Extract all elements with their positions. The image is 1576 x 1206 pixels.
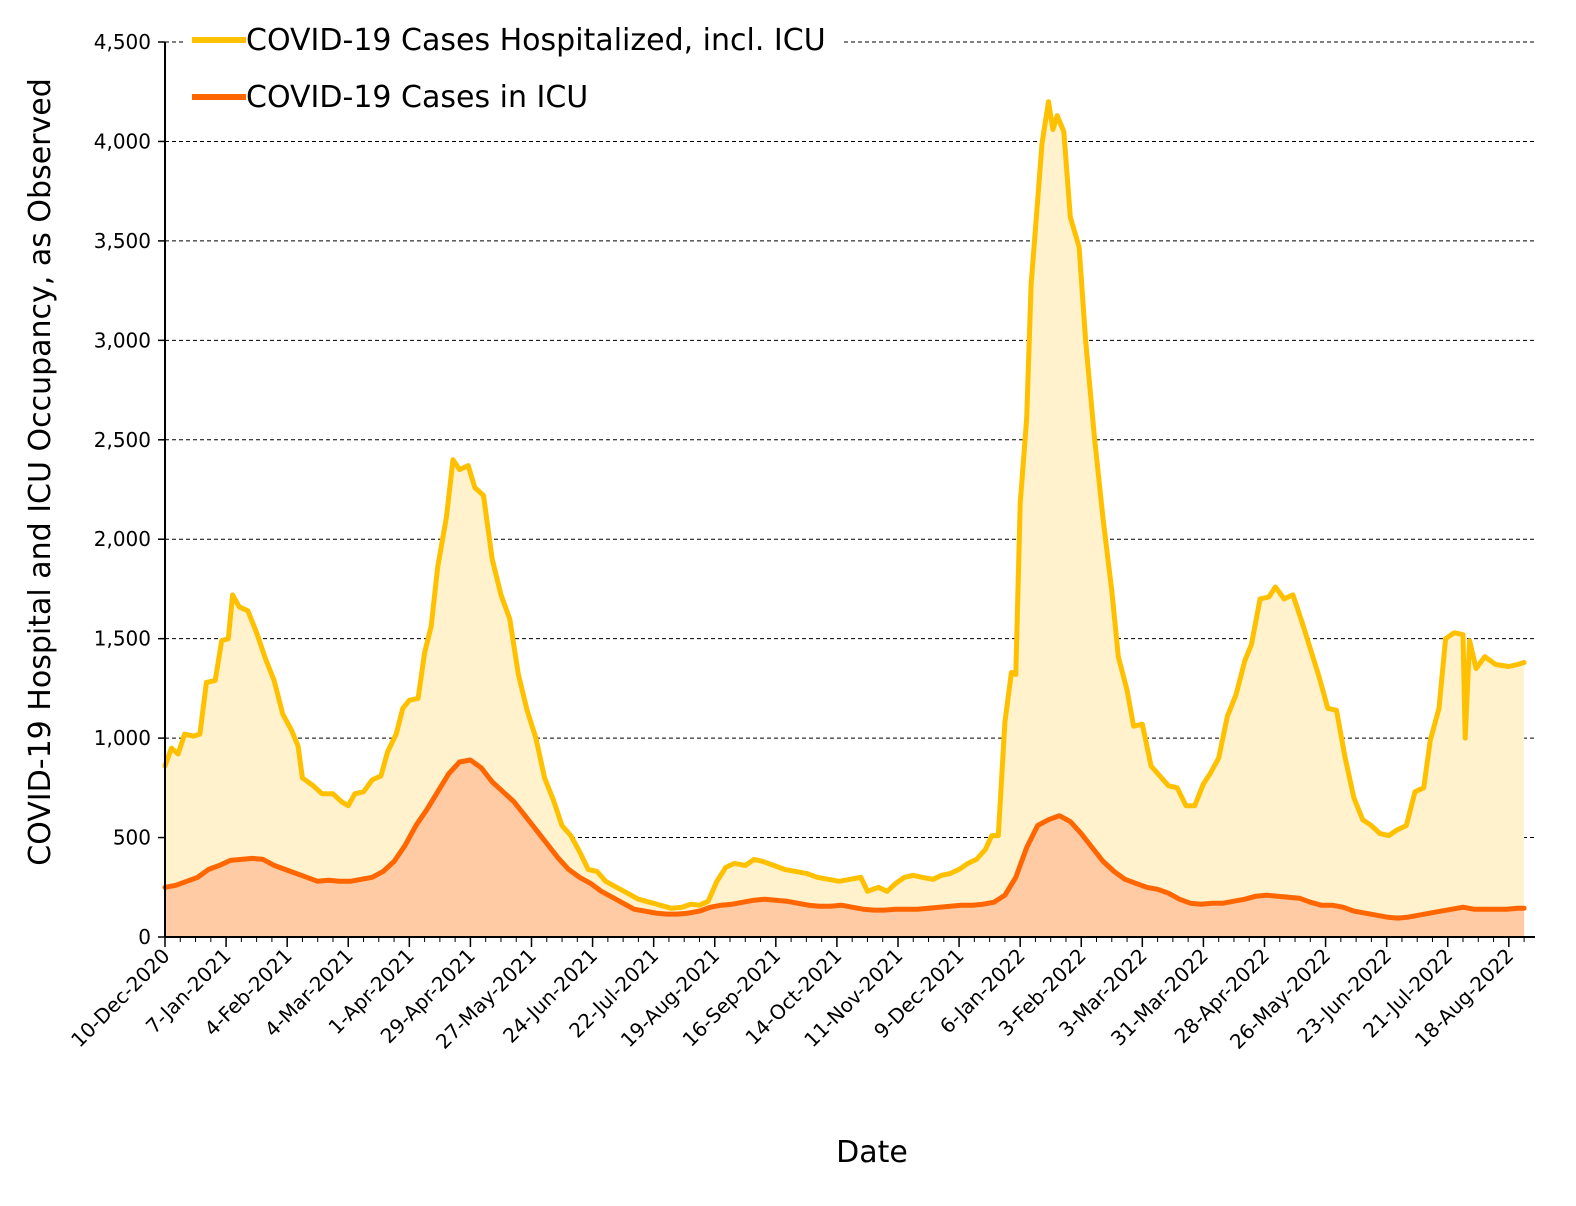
y-tick-label: 0 [138,925,151,949]
legend-item-icu: COVID-19 Cases in ICU [192,80,588,115]
legend-label-icu: COVID-19 Cases in ICU [246,80,588,115]
y-tick-label: 1,500 [94,627,151,651]
series-line-hospitalized [162,99,1527,911]
y-tick-labels: 0 500 1,000 1,500 2,000 2,500 3,000 3,500 4,000 4… [94,30,151,949]
series-line-icu [162,757,1527,921]
series-areas [165,101,1525,937]
x-axis-title: Date [836,1135,908,1170]
y-tick-label: 500 [113,826,151,850]
y-tick-label: 2,000 [94,527,151,551]
y-tick-label: 1,000 [94,726,151,750]
legend-label-hospitalized: COVID-19 Cases Hospitalized, incl. ICU [246,23,826,58]
y-tick-label: 3,500 [94,229,151,253]
legend: COVID-19 Cases Hospitalized, incl. ICU C… [184,18,844,128]
series-lines [162,99,1527,921]
axes [164,42,1535,947]
y-tick-label: 4,000 [94,129,151,153]
x-tick-labels: 10-Dec-20207-Jan-20214-Feb-20214-Mar-202… [66,944,1518,1054]
area-hospitalized [165,101,1525,937]
y-tick-label: 2,500 [94,428,151,452]
legend-item-hospitalized: COVID-19 Cases Hospitalized, incl. ICU [192,23,826,58]
y-tick-label: 3,000 [94,328,151,352]
y-axis-title: COVID-19 Hospital and ICU Occupancy, as … [23,78,58,866]
legend-background [184,18,844,128]
area-icu [165,760,1525,937]
y-tick-label: 4,500 [94,30,151,54]
